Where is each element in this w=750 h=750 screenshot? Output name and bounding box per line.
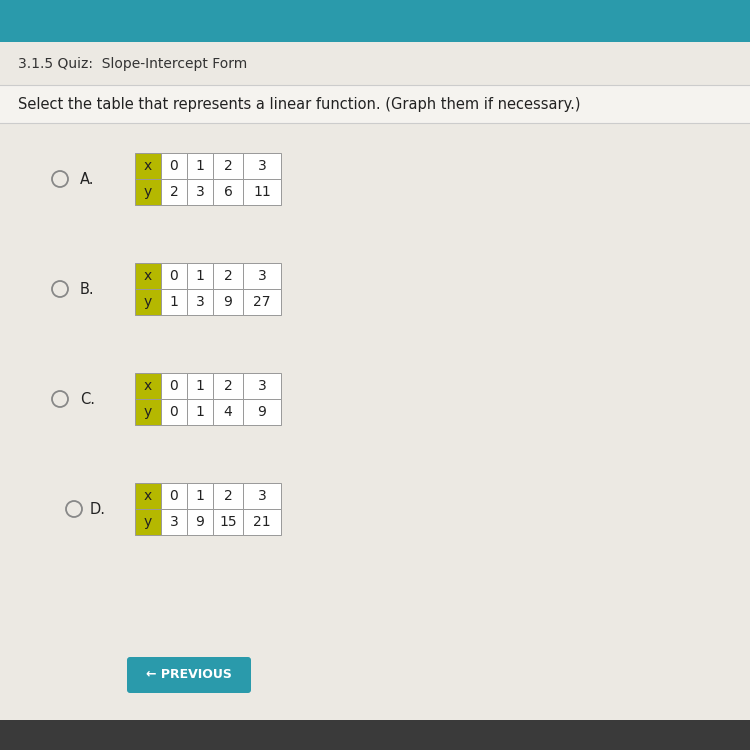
Bar — [187, 399, 213, 425]
Bar — [187, 509, 213, 535]
Bar — [135, 509, 161, 535]
Bar — [187, 179, 213, 205]
Bar — [161, 373, 187, 399]
Bar — [187, 483, 213, 509]
Text: 0: 0 — [170, 379, 178, 393]
Bar — [213, 289, 243, 315]
Bar — [243, 399, 281, 425]
Text: 4: 4 — [224, 405, 232, 419]
Bar — [187, 289, 213, 315]
Bar — [161, 289, 187, 315]
Text: 3.1.5 Quiz:  Slope-Intercept Form: 3.1.5 Quiz: Slope-Intercept Form — [18, 57, 248, 71]
Circle shape — [68, 503, 81, 516]
Text: y: y — [144, 295, 152, 309]
Text: 9: 9 — [196, 515, 205, 529]
Bar — [243, 509, 281, 535]
Text: 6: 6 — [224, 185, 232, 199]
Text: Select the table that represents a linear function. (Graph them if necessary.): Select the table that represents a linea… — [18, 97, 580, 112]
Bar — [243, 289, 281, 315]
Text: 27: 27 — [254, 295, 271, 309]
Text: A.: A. — [80, 172, 94, 187]
Text: 2: 2 — [224, 379, 232, 393]
Text: 0: 0 — [170, 489, 178, 503]
Bar — [243, 483, 281, 509]
Circle shape — [53, 392, 67, 406]
Bar — [213, 483, 243, 509]
Text: D.: D. — [90, 502, 106, 517]
Text: 2: 2 — [224, 489, 232, 503]
Bar — [161, 179, 187, 205]
Text: 0: 0 — [170, 405, 178, 419]
Bar — [187, 153, 213, 179]
Bar — [0, 85, 750, 123]
Text: 3: 3 — [258, 379, 266, 393]
Bar — [161, 399, 187, 425]
Bar — [187, 263, 213, 289]
Bar — [161, 153, 187, 179]
Text: 1: 1 — [196, 159, 205, 173]
Text: y: y — [144, 185, 152, 199]
Bar — [187, 373, 213, 399]
Text: y: y — [144, 405, 152, 419]
Bar — [243, 373, 281, 399]
Bar — [213, 399, 243, 425]
FancyBboxPatch shape — [127, 657, 251, 693]
Bar — [213, 263, 243, 289]
Text: 1: 1 — [196, 379, 205, 393]
Text: 0: 0 — [170, 269, 178, 283]
Text: 3: 3 — [170, 515, 178, 529]
Text: 1: 1 — [196, 405, 205, 419]
Bar — [243, 153, 281, 179]
Text: 15: 15 — [219, 515, 237, 529]
Text: y: y — [144, 515, 152, 529]
Bar — [213, 179, 243, 205]
Text: 1: 1 — [170, 295, 178, 309]
Bar — [135, 399, 161, 425]
Text: 3: 3 — [258, 269, 266, 283]
Text: 21: 21 — [254, 515, 271, 529]
Bar — [135, 289, 161, 315]
Text: 2: 2 — [224, 159, 232, 173]
Bar — [135, 263, 161, 289]
Circle shape — [53, 282, 67, 296]
Text: 3: 3 — [196, 185, 204, 199]
Text: 3: 3 — [258, 159, 266, 173]
Bar — [161, 263, 187, 289]
Bar — [135, 373, 161, 399]
Circle shape — [53, 172, 67, 186]
Text: x: x — [144, 159, 152, 173]
Text: 2: 2 — [170, 185, 178, 199]
Bar — [135, 483, 161, 509]
Bar — [213, 509, 243, 535]
Bar — [135, 179, 161, 205]
Text: x: x — [144, 379, 152, 393]
Bar — [161, 483, 187, 509]
Bar — [213, 153, 243, 179]
Text: 1: 1 — [196, 269, 205, 283]
Text: C.: C. — [80, 392, 95, 406]
Text: B.: B. — [80, 281, 94, 296]
Bar — [243, 263, 281, 289]
Text: 0: 0 — [170, 159, 178, 173]
Text: 9: 9 — [257, 405, 266, 419]
Bar — [213, 373, 243, 399]
Bar — [0, 0, 750, 42]
Text: x: x — [144, 269, 152, 283]
Text: 1: 1 — [196, 489, 205, 503]
Text: 9: 9 — [224, 295, 232, 309]
Text: 11: 11 — [253, 185, 271, 199]
Text: 2: 2 — [224, 269, 232, 283]
Text: 3: 3 — [196, 295, 204, 309]
Bar — [161, 509, 187, 535]
Text: x: x — [144, 489, 152, 503]
Bar — [0, 720, 750, 750]
Bar — [243, 179, 281, 205]
Bar — [135, 153, 161, 179]
Text: 3: 3 — [258, 489, 266, 503]
Text: ← PREVIOUS: ← PREVIOUS — [146, 668, 232, 682]
